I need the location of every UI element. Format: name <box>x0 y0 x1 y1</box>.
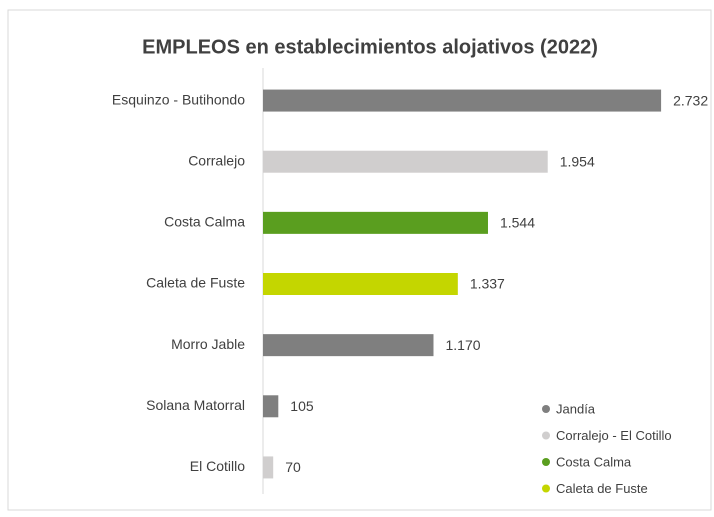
y-tick-label: Esquinzo - Butihondo <box>112 91 245 107</box>
bar <box>263 456 274 479</box>
y-tick-label: Caleta de Fuste <box>146 275 245 291</box>
bar <box>263 89 662 112</box>
legend-label: Caleta de Fuste <box>556 481 648 496</box>
bar <box>263 273 458 295</box>
data-label: 1.544 <box>500 215 535 231</box>
chart-title: EMPLEOS en establecimientos alojativos (… <box>142 36 598 58</box>
bar <box>263 395 279 418</box>
legend-marker <box>542 405 550 413</box>
legend-label: Jandía <box>556 401 596 416</box>
y-tick-label: El Cotillo <box>190 458 245 474</box>
legend-label: Corralejo - El Cotillo <box>556 428 672 443</box>
bar <box>263 211 488 234</box>
legend-marker <box>542 431 550 440</box>
bar <box>263 150 548 173</box>
data-label: 2.732 <box>673 92 708 108</box>
y-tick-label: Solana Matorral <box>146 397 245 413</box>
bar <box>263 334 434 357</box>
legend-marker <box>542 458 550 466</box>
data-label: 105 <box>290 398 314 414</box>
legend-marker <box>542 484 550 493</box>
legend-label: Costa Calma <box>556 454 632 469</box>
y-tick-label: Costa Calma <box>164 214 245 230</box>
data-label: 1.954 <box>560 153 595 169</box>
y-tick-label: Morro Jable <box>171 336 245 352</box>
data-label: 70 <box>285 459 301 475</box>
y-tick-label: Corralejo <box>188 152 245 168</box>
data-label: 1.337 <box>470 276 505 292</box>
data-label: 1.170 <box>445 337 480 353</box>
